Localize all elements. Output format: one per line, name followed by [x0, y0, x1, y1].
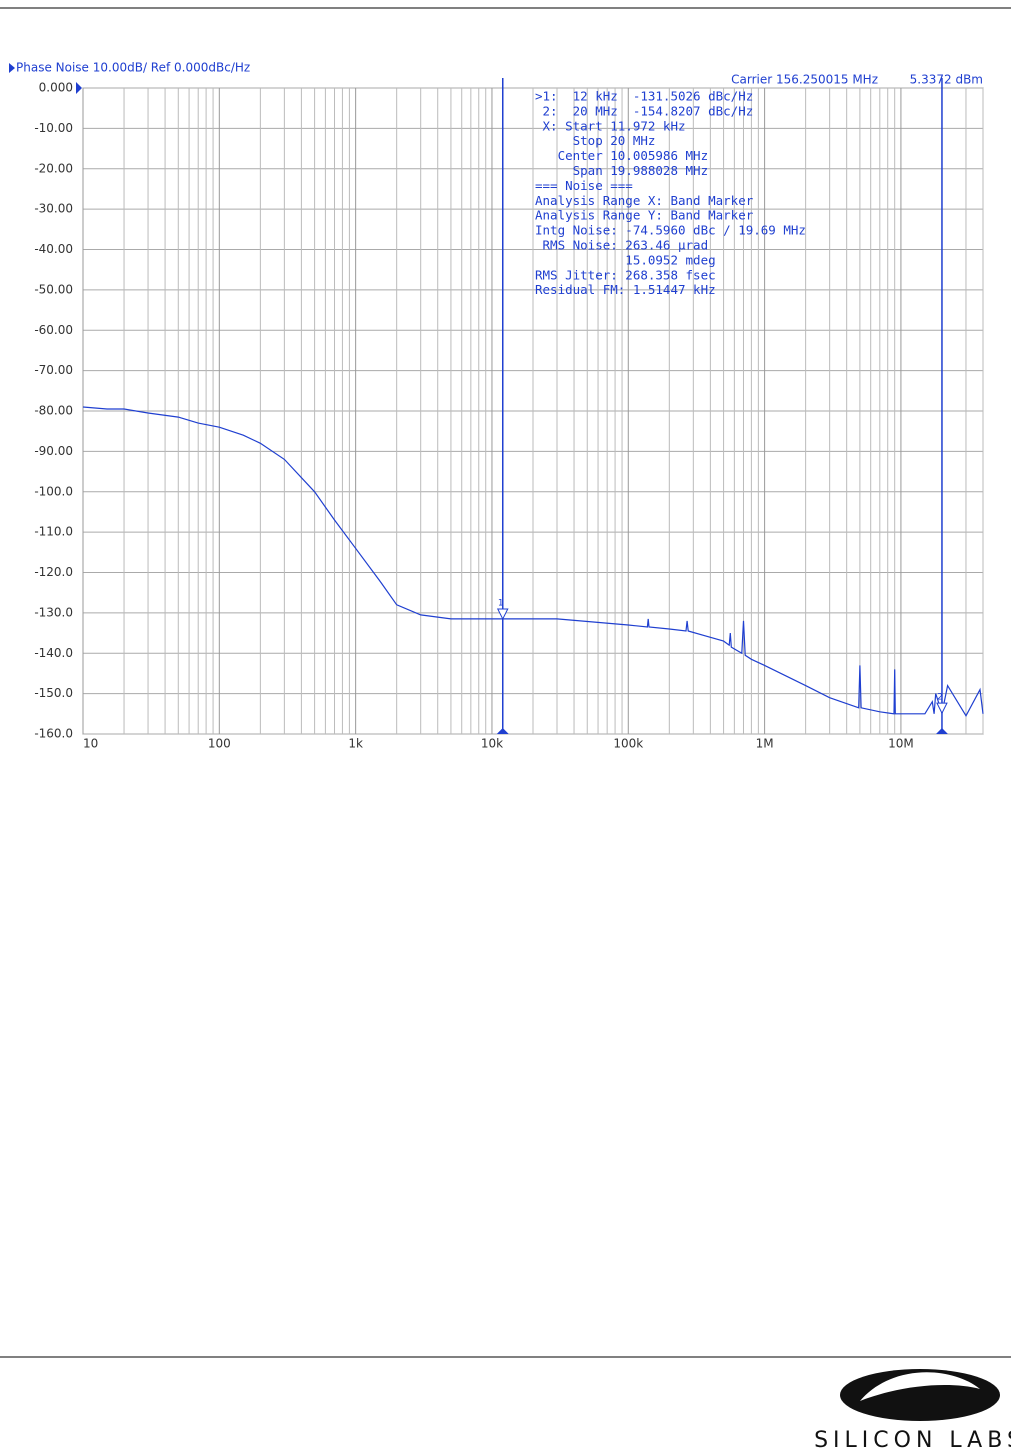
marker-readout: Center 10.005986 MHz: [535, 148, 708, 163]
y-tick-label: -10.00: [34, 121, 73, 135]
marker-readout: RMS Jitter: 268.358 fsec: [535, 267, 716, 282]
logo-swoosh: [860, 1372, 980, 1401]
marker-symbol: [936, 702, 948, 715]
y-tick-label: -160.0: [34, 727, 73, 741]
y-tick-label: -70.00: [34, 363, 73, 377]
marker-readout: Span 19.988028 MHz: [535, 163, 708, 178]
x-tick-label: 10M: [888, 737, 914, 751]
y-tick-label: -20.00: [34, 161, 73, 175]
x-tick-label: 10: [83, 737, 98, 751]
marker-label: 1: [498, 598, 504, 608]
marker-readout: Intg Noise: -74.5960 dBc / 19.69 MHz: [535, 223, 806, 238]
ref-arrow: [76, 82, 82, 94]
marker-readout: >1: 12 kHz -131.5026 dBc/Hz: [535, 89, 753, 104]
marker-foot: [935, 728, 948, 734]
marker-readout: 2: 20 MHz -154.8207 dBc/Hz: [535, 103, 753, 118]
x-tick-label: 1M: [756, 737, 774, 751]
y-tick-label: -30.00: [34, 202, 73, 216]
marks: 12: [82, 78, 984, 734]
y-tick-label: -90.00: [34, 444, 73, 458]
logo: SILICON LABS: [814, 1369, 1011, 1453]
title-arrow: [9, 63, 15, 73]
x-tick-label: 100: [208, 737, 231, 751]
marker-readout: X: Start 11.972 kHz: [535, 118, 686, 133]
y-tick-label: -140.0: [34, 646, 73, 660]
y-tick-label: -80.00: [34, 404, 73, 418]
marker-readout: RMS Noise: 263.46 µrad: [535, 238, 708, 253]
chart-title: Phase Noise 10.00dB/ Ref 0.000dBc/Hz: [16, 61, 250, 75]
y-tick-label: -40.00: [34, 242, 73, 256]
marker-readout: Stop 20 MHz: [535, 133, 655, 148]
marker-symbol: [496, 608, 509, 621]
x-tick-label: 100k: [613, 737, 643, 751]
y-tick-label: -120.0: [34, 565, 73, 579]
y-tick-label: -110.0: [34, 525, 73, 539]
marker-foot: [496, 728, 509, 734]
carrier-power: 5.3372 dBm: [910, 73, 983, 87]
y-tick-label: 0.000: [39, 81, 73, 95]
marker-readout: Analysis Range Y: Band Marker: [535, 208, 754, 223]
x-tick-label: 10k: [481, 737, 503, 751]
y-tick-label: -150.0: [34, 686, 73, 700]
logo-text: SILICON LABS: [814, 1428, 1011, 1451]
y-tick-label: -100.0: [34, 484, 73, 498]
marker-readout: Analysis Range X: Band Marker: [535, 193, 754, 208]
y-tick-label: -50.00: [34, 282, 73, 296]
marker-readout: 15.0952 mdeg: [535, 252, 716, 267]
marker-readout: Residual FM: 1.51447 kHz: [535, 282, 716, 297]
marker-label: 2: [937, 693, 943, 703]
x-tick-label: 1k: [348, 737, 363, 751]
series-line: [82, 406, 984, 718]
y-tick-label: -130.0: [34, 605, 73, 619]
y-tick-label: -60.00: [34, 323, 73, 337]
grid: [82, 87, 984, 735]
carrier: Carrier 156.250015 MHz: [731, 73, 878, 87]
marker-readout: === Noise ===: [535, 178, 633, 193]
